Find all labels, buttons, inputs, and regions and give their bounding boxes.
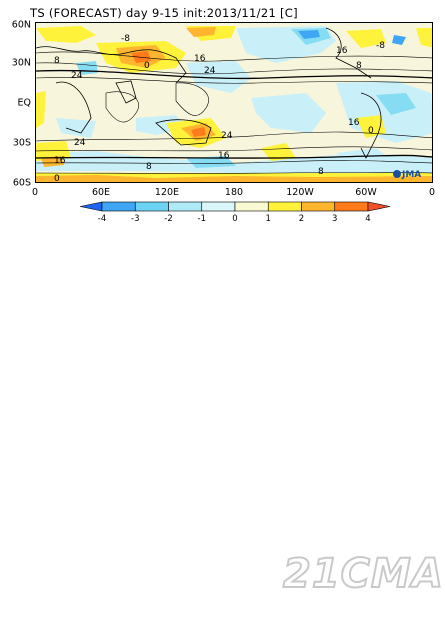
colorbar: -4 -3 -2 -1 0 1 2 3 4 xyxy=(80,201,390,224)
colorbar-tick-label: 1 xyxy=(266,214,271,224)
lon-label-180: 180 xyxy=(224,187,244,198)
colorbar-arrow-high xyxy=(367,201,390,212)
anomaly-map-graphic: -8 8 16 24 0 -8 16 24 24 16 8 0 8 24 16 … xyxy=(36,23,432,183)
colorbar-cell xyxy=(334,201,369,212)
colorbar-cell xyxy=(267,201,302,212)
lon-label-60e: 60E xyxy=(91,187,111,198)
jma-logo-text: JMA xyxy=(402,170,422,180)
contour-label: 8 xyxy=(54,56,60,66)
colorbar-cell xyxy=(234,201,269,212)
colorbar-tick-label: -3 xyxy=(131,214,139,224)
contour-label: 16 xyxy=(194,54,206,64)
contour-label: 8 xyxy=(146,162,152,172)
contour-label: 0 xyxy=(368,126,374,136)
contour-label: 16 xyxy=(348,118,360,128)
lat-label-60n: 60N xyxy=(11,19,31,31)
contour-label: 16 xyxy=(54,156,66,166)
lon-label-120w: 120W xyxy=(286,187,314,198)
lon-label-0: 0 xyxy=(31,187,39,198)
globe-icon xyxy=(393,170,401,178)
contour-label: 0 xyxy=(54,174,60,183)
lat-label-30s: 30S xyxy=(12,137,31,149)
watermark-21cma: 21CMA xyxy=(282,550,444,598)
colorbar-tick-label: 4 xyxy=(365,214,370,224)
colorbar-cell xyxy=(301,201,336,212)
contour-label: -8 xyxy=(376,41,385,51)
contour-label: 24 xyxy=(71,71,83,81)
colorbar-cell xyxy=(134,201,169,212)
colorbar-cell xyxy=(201,201,236,212)
lon-label-60w: 60W xyxy=(355,187,377,198)
anomaly-map: -8 8 16 24 0 -8 16 24 24 16 8 0 8 24 16 … xyxy=(35,22,433,183)
colorbar-tick-label: -1 xyxy=(198,214,206,224)
contour-label: 24 xyxy=(204,66,216,76)
contour-label: 16 xyxy=(218,151,230,161)
contour-label: 0 xyxy=(144,61,150,71)
contour-label: -8 xyxy=(121,34,130,44)
contour-label: 24 xyxy=(221,131,233,141)
map-title: TS (FORECAST) day 9-15 init:2013/11/21 [… xyxy=(30,6,298,20)
jma-logo: JMA xyxy=(393,170,421,180)
colorbar-tick-label: -2 xyxy=(164,214,172,224)
colorbar-tick-label: 2 xyxy=(299,214,304,224)
contour-label: 16 xyxy=(336,46,348,56)
colorbar-cell xyxy=(168,201,203,212)
contour-label: 8 xyxy=(318,167,324,177)
colorbar-arrow-low xyxy=(80,201,103,212)
colorbar-tick-label: 0 xyxy=(232,214,237,224)
contour-label: 8 xyxy=(356,61,362,71)
lat-label-eq: EQ xyxy=(17,97,31,109)
colorbar-tick-label: -4 xyxy=(98,214,106,224)
colorbar-cell xyxy=(101,201,136,212)
colorbar-tick-label: 3 xyxy=(332,214,337,224)
lon-label-120e: 120E xyxy=(154,187,180,198)
lat-label-60s: 60S xyxy=(12,177,31,189)
lat-label-30n: 30N xyxy=(11,57,31,69)
lon-label-0-east: 0 xyxy=(428,187,436,198)
contour-label: 24 xyxy=(74,138,86,148)
